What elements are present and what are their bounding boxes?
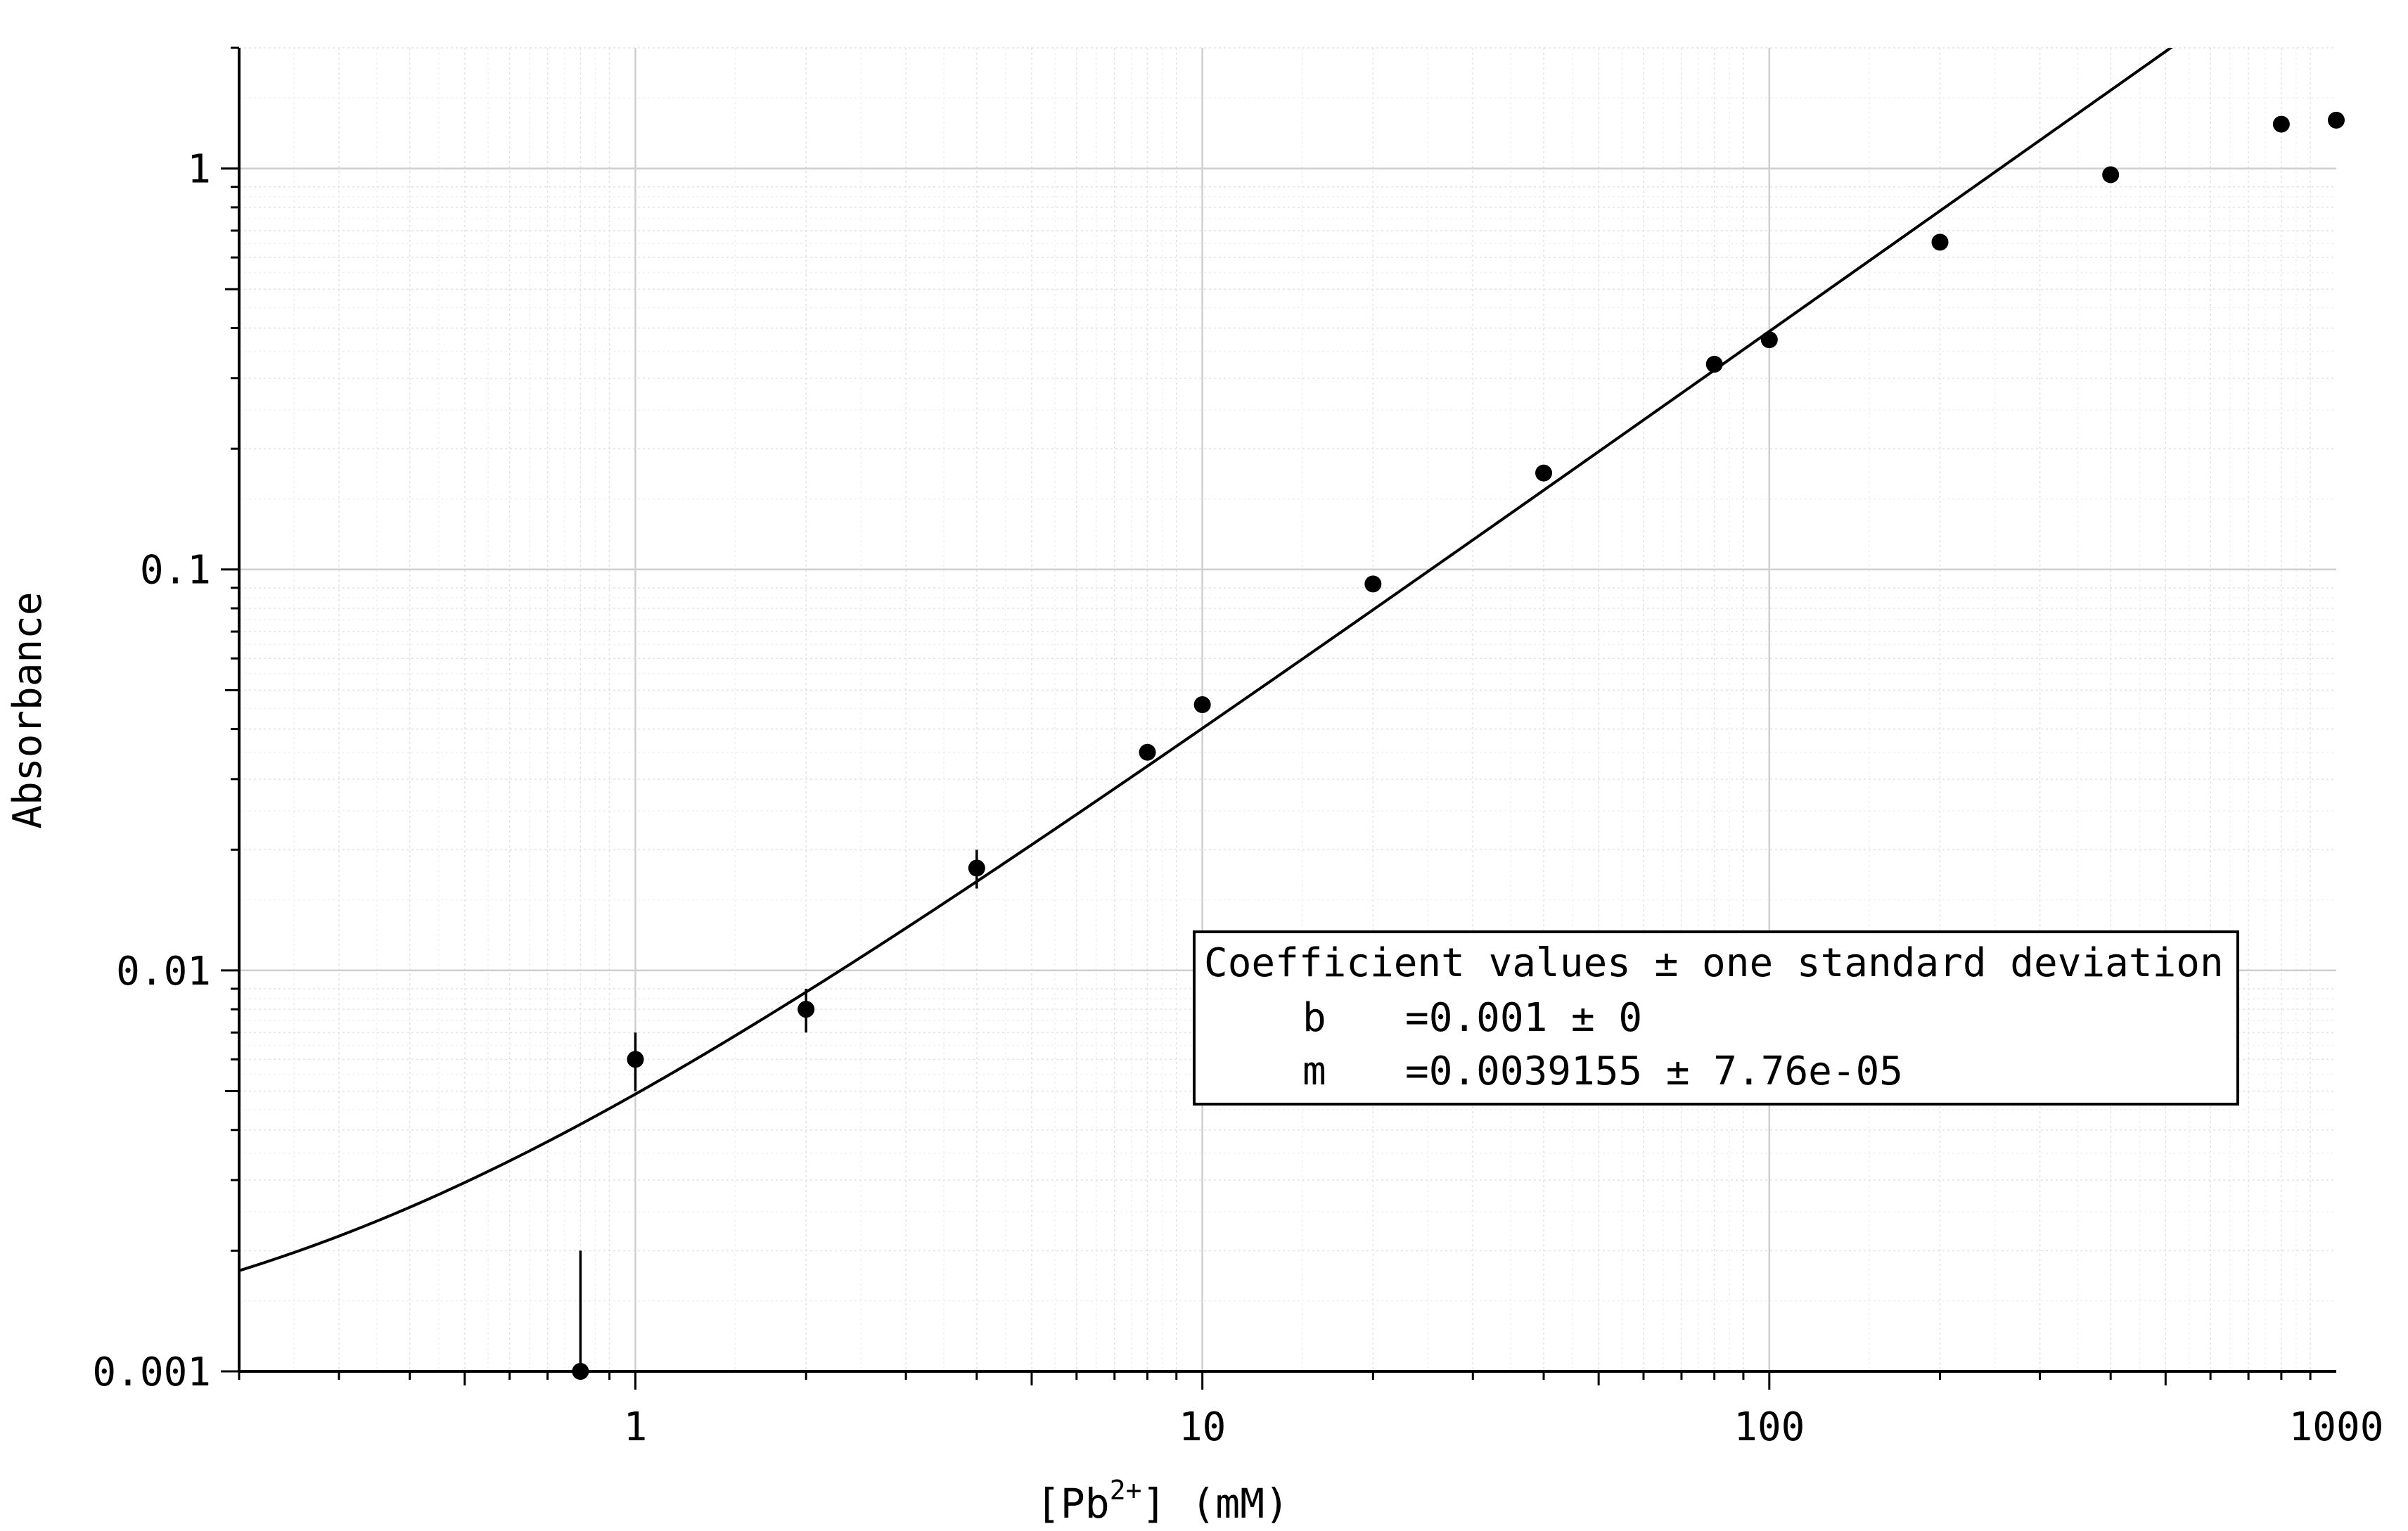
x-axis-label: [Pb2+] (mM) (1036, 1475, 1289, 1527)
fit-curve-group (239, 48, 2174, 1272)
x-axis-label-main: [Pb (1036, 1480, 1110, 1527)
data-point (2328, 111, 2345, 129)
data-point (1193, 696, 1211, 714)
data-point (572, 1363, 589, 1380)
data-points (572, 111, 2345, 1380)
legend-row-b-value: =0.001 ± 0 (1405, 995, 1642, 1041)
data-point (1931, 233, 1949, 251)
legend-row-m-name: m (1302, 1049, 1326, 1094)
legend-title: Coefficient values ± one standard deviat… (1204, 940, 2224, 986)
y-tick-label: 0.1 (140, 548, 211, 594)
x-axis-label-tail: ] (mM) (1142, 1480, 1290, 1527)
grid (238, 47, 2336, 1373)
y-tick-label: 0.01 (116, 949, 211, 994)
data-point (968, 859, 985, 877)
data-point (1705, 355, 1723, 373)
data-point (2102, 166, 2120, 184)
y-tick-label: 1 (187, 147, 211, 193)
data-point (1139, 743, 1156, 761)
legend-box (1193, 930, 2239, 1106)
x-axis-label-superscript: 2+ (1110, 1475, 1142, 1506)
legend-row-b-name: b (1302, 995, 1326, 1041)
x-tick-label: 10 (1179, 1404, 1226, 1450)
x-tick-label: 100 (1734, 1404, 1805, 1450)
data-point (1760, 331, 1778, 349)
fit-curve (239, 48, 2174, 1272)
data-point (2272, 115, 2290, 133)
legend: Coefficient values ± one standard deviat… (1193, 930, 2239, 1106)
x-tick-label: 1000 (2289, 1404, 2384, 1450)
x-tick-label: 1 (624, 1404, 648, 1450)
data-point (1364, 575, 1382, 593)
y-tick-label: 0.001 (92, 1350, 211, 1395)
legend-row-m-value: =0.0039155 ± 7.76e-05 (1405, 1049, 1903, 1094)
y-axis-label: Absorbance (5, 591, 51, 828)
axes: 1 10 100 1000 0.001 0.01 0.1 1 (92, 46, 2384, 1450)
data-point (627, 1051, 644, 1068)
data-point (798, 1001, 815, 1018)
data-point (1535, 464, 1553, 482)
